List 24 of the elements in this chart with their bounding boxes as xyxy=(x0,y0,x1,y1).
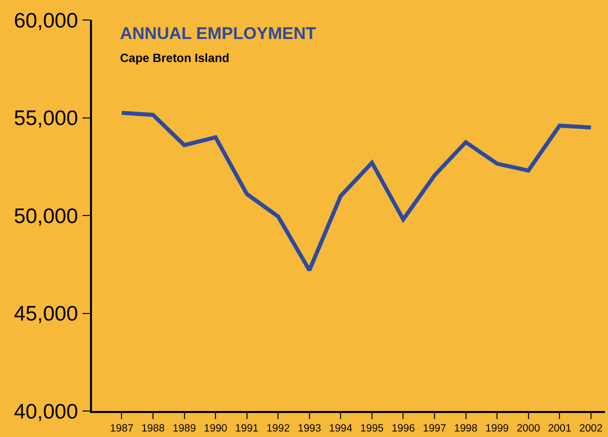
y-tick-label: 50,000 xyxy=(14,204,78,228)
x-tick-label: 1999 xyxy=(485,422,509,434)
x-tick-label: 1990 xyxy=(204,422,228,434)
x-tick-label: 2000 xyxy=(516,422,540,434)
x-tick-label: 2001 xyxy=(548,422,572,434)
x-tick-label: 1997 xyxy=(422,422,446,434)
line-series xyxy=(120,110,593,272)
x-tick-label: 1995 xyxy=(360,422,384,434)
y-tick-label: 40,000 xyxy=(14,400,78,424)
x-tick-label: 2002 xyxy=(579,422,603,434)
x-tick-label: 1996 xyxy=(392,422,416,434)
chart-title: ANNUAL EMPLOYMENT xyxy=(120,24,317,43)
x-tick-label: 1998 xyxy=(454,422,478,434)
y-tick-label: 55,000 xyxy=(14,107,78,130)
text: Cape Breton Island xyxy=(120,51,230,65)
y-tick-label: 45,000 xyxy=(14,302,78,326)
x-tick-label: 1991 xyxy=(235,422,259,434)
x-tick-label: 1992 xyxy=(266,422,290,434)
x-tick-label: 1988 xyxy=(141,422,165,434)
x-tick-label: 1987 xyxy=(110,422,134,434)
x-tick-label: 1989 xyxy=(172,422,196,434)
x-tick-label: 1993 xyxy=(298,422,322,434)
x-tick-label: 1994 xyxy=(329,422,353,434)
y-tick-label: 60,000 xyxy=(14,9,78,32)
